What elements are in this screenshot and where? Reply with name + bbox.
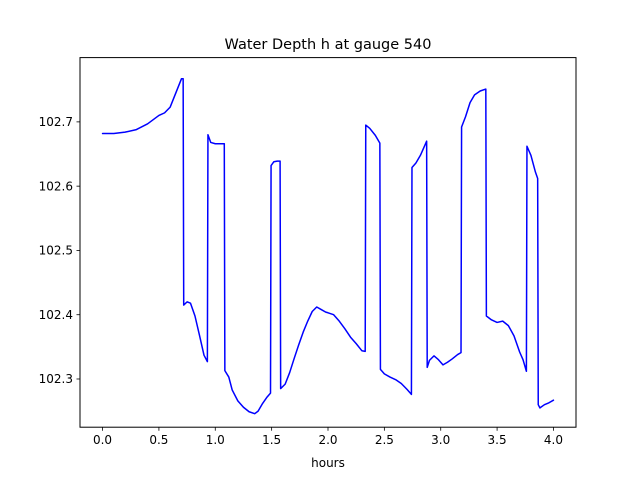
series-layer <box>101 78 555 415</box>
x-tick-label: 0.5 <box>149 433 168 447</box>
y-tick-label: 102.4 <box>39 308 73 322</box>
x-tick-label: 3.0 <box>431 433 450 447</box>
x-axis-ticks: 0.0 0.5 1.0 1.5 2.0 2.5 3.0 3.5 4.0 <box>93 427 563 447</box>
x-tick-label: 4.0 <box>544 433 563 447</box>
x-tick-label: 1.0 <box>206 433 225 447</box>
x-tick-label: 1.5 <box>262 433 281 447</box>
y-tick-label: 102.7 <box>39 115 73 129</box>
y-tick-label: 102.5 <box>39 244 73 258</box>
y-tick-label: 102.6 <box>39 179 73 193</box>
x-tick-label: 3.5 <box>488 433 507 447</box>
y-tick-label: 102.3 <box>39 372 73 386</box>
series-line-0 <box>101 78 555 415</box>
x-tick-label: 2.5 <box>375 433 394 447</box>
x-tick-label: 2.0 <box>318 433 337 447</box>
x-axis-label: hours <box>311 456 345 470</box>
chart-title: Water Depth h at gauge 540 <box>225 37 432 53</box>
y-axis-ticks: 102.3 102.4 102.5 102.6 102.7 <box>39 115 80 386</box>
x-tick-label: 0.0 <box>93 433 112 447</box>
